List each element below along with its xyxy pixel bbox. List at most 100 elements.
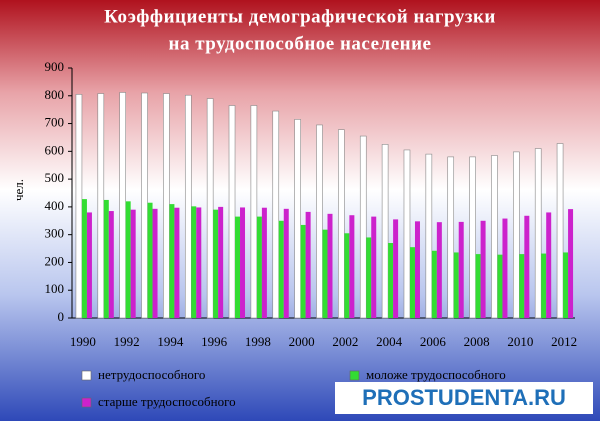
x-tick-label: 2002 — [332, 334, 358, 349]
bar — [235, 216, 241, 318]
bar — [191, 206, 197, 318]
x-tick-label: 2000 — [289, 334, 315, 349]
bar — [119, 92, 126, 319]
y-tick-label: 600 — [45, 142, 65, 157]
x-tick-label: 1998 — [245, 334, 271, 349]
bar — [409, 247, 415, 318]
bar — [381, 144, 389, 319]
bar — [316, 124, 323, 319]
bar — [213, 209, 219, 318]
bar — [458, 221, 464, 318]
watermark: PROSTUDENTA.RU — [362, 385, 566, 410]
bar — [563, 252, 569, 318]
bar — [97, 93, 105, 319]
bar — [447, 156, 455, 319]
x-tick-label: 2010 — [507, 334, 533, 349]
bar — [524, 215, 530, 318]
y-tick-label: 500 — [45, 170, 65, 185]
bar — [294, 119, 301, 319]
legend-label: моложе трудоспособного — [366, 367, 506, 382]
watermark-box — [335, 382, 593, 414]
x-tick-label: 2006 — [420, 334, 447, 349]
bar — [196, 207, 202, 318]
bar — [103, 199, 109, 318]
bar — [541, 253, 547, 318]
bar — [469, 156, 476, 319]
bar — [130, 209, 136, 318]
bar — [75, 94, 83, 319]
bar — [218, 206, 224, 318]
bar — [125, 201, 131, 318]
bar — [300, 224, 306, 318]
x-tick-label: 2004 — [376, 334, 403, 349]
bar — [513, 151, 520, 319]
bar — [366, 237, 372, 318]
y-tick-label: 0 — [58, 309, 65, 324]
bar — [305, 211, 311, 318]
legend-swatch — [349, 370, 360, 381]
bar — [283, 208, 289, 318]
bar — [480, 220, 486, 318]
bar — [546, 212, 552, 318]
x-tick-label: 2012 — [551, 334, 577, 349]
bar — [414, 221, 420, 318]
bar — [359, 135, 367, 319]
bar — [250, 105, 258, 319]
bar — [568, 209, 574, 318]
bar — [322, 229, 328, 318]
bar — [344, 233, 350, 318]
bar — [86, 212, 92, 318]
y-axis-label: чел. — [11, 179, 26, 201]
bar — [174, 207, 180, 318]
bar — [534, 148, 542, 319]
bar — [169, 204, 175, 318]
bar — [141, 92, 148, 319]
bar — [278, 220, 284, 318]
bar — [453, 252, 459, 318]
y-tick-label: 300 — [45, 226, 65, 241]
bar — [228, 105, 236, 319]
legend-swatch — [81, 397, 92, 408]
bar — [371, 216, 377, 318]
bar — [475, 254, 481, 318]
bar — [240, 207, 246, 318]
y-tick-label: 200 — [45, 253, 65, 268]
x-tick-label: 1992 — [114, 334, 140, 349]
bar — [497, 254, 503, 318]
bar — [425, 153, 433, 319]
x-tick-label: 1996 — [201, 334, 228, 349]
y-tick-label: 800 — [45, 87, 65, 102]
bar — [388, 243, 394, 318]
bar — [261, 207, 267, 318]
bar — [519, 254, 525, 318]
y-tick-label: 900 — [45, 59, 65, 74]
bar — [147, 202, 153, 318]
bar — [206, 98, 214, 319]
bar — [256, 216, 262, 318]
bar — [431, 250, 437, 318]
legend-swatch — [81, 370, 92, 381]
y-tick-label: 400 — [45, 198, 65, 213]
bar — [502, 218, 508, 318]
chart-title: Коэффициенты демографической нагрузки — [104, 6, 496, 27]
bar — [81, 199, 87, 318]
bar — [349, 215, 355, 318]
bar — [327, 213, 333, 318]
bar — [556, 143, 564, 319]
bar — [403, 149, 411, 319]
y-tick-label: 700 — [45, 115, 65, 130]
bar — [184, 94, 192, 319]
x-tick-label: 1994 — [157, 334, 184, 349]
bar — [108, 211, 114, 318]
bar — [272, 110, 280, 319]
x-tick-label: 2008 — [464, 334, 490, 349]
bar — [393, 219, 399, 318]
y-tick-label: 100 — [45, 281, 65, 296]
x-tick-label: 1990 — [70, 334, 96, 349]
bar — [491, 155, 498, 319]
legend-label: старше трудоспособного — [98, 394, 236, 409]
bar — [163, 93, 170, 319]
bar — [338, 129, 345, 319]
